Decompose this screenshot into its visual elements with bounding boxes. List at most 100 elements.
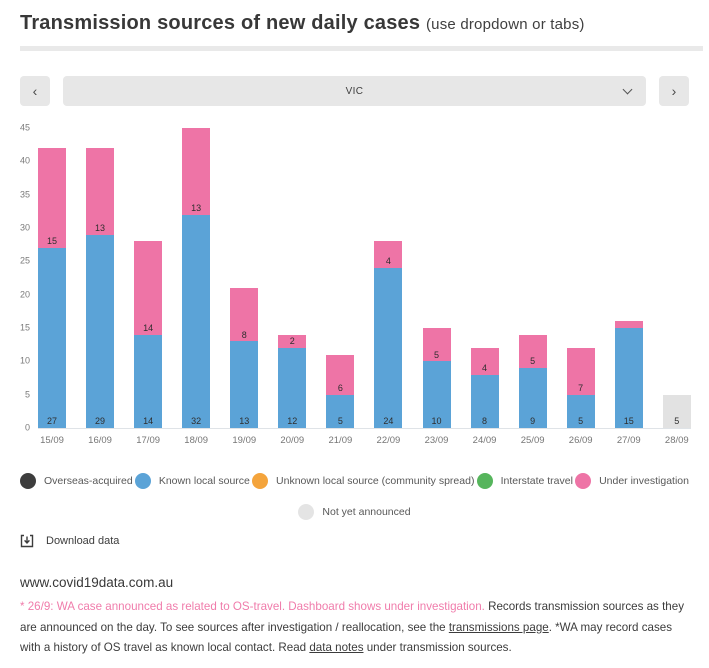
bar-segment-under-investigation[interactable]: 2	[278, 334, 307, 348]
bar-segment-under-investigation[interactable]: 4	[470, 348, 499, 375]
bar-18-09: 32 13	[182, 128, 211, 428]
bar-segment-under-investigation[interactable]	[614, 321, 643, 328]
bar-value-label: 5	[530, 356, 536, 367]
bar-segment-under-investigation[interactable]: 13	[86, 148, 115, 235]
bar-segment-known-local-source[interactable]: 10	[422, 361, 451, 428]
legend-color-dot-icon	[298, 504, 315, 520]
bar-value-label: 6	[337, 382, 343, 393]
x-axis-label: 28/09	[664, 435, 689, 446]
x-axis-label: 16/09	[88, 435, 112, 446]
page-title-text: Transmission sources of new daily cases	[20, 12, 421, 34]
bar-segment-under-investigation[interactable]: 4	[374, 241, 403, 268]
bar-segment-known-local-source[interactable]: 24	[374, 268, 403, 428]
x-axis-label: 26/09	[568, 435, 593, 446]
bar-segment-known-local-source[interactable]: 5	[566, 394, 595, 428]
bar-segment-known-local-source[interactable]: 32	[182, 214, 211, 428]
bar-value-label: 9	[530, 416, 536, 427]
bar-segment-known-local-source[interactable]: 15	[614, 328, 643, 428]
x-axis-labels: 15/09 16/09 17/09 18/09 19/09 20/09 21/09 22/09…	[35, 435, 694, 446]
y-axis-tick: 20	[19, 289, 30, 300]
bar-segment-not-yet-announced[interactable]: 5	[662, 394, 691, 428]
bar-value-label: 15	[46, 236, 57, 247]
bar-22-09: 24 4	[374, 241, 403, 428]
y-axis-tick: 0	[24, 422, 30, 433]
plot-area: 0 5 10 15 20 25 30 35 40 45 27 15 29 13 14 14 32 13 13 8 12 2…	[20, 123, 691, 432]
x-axis-label: 19/09	[232, 435, 257, 446]
y-axis-tick: 35	[19, 189, 30, 200]
legend-row-1: Overseas-acquired Known local source Unkno…	[20, 473, 689, 489]
bar-28-09: 5	[662, 394, 691, 428]
download-icon	[20, 534, 34, 548]
region-dropdown[interactable]: VIC	[63, 76, 646, 106]
header: Transmission sources of new daily cases …	[0, 0, 709, 35]
bar-value-label: 2	[289, 336, 295, 347]
bar-segment-known-local-source[interactable]: 8	[470, 374, 499, 428]
y-axis-tick: 5	[24, 389, 30, 400]
bar-value-label: 5	[337, 416, 343, 427]
bar-value-label: 7	[578, 382, 584, 393]
bar-19-09: 13 8	[230, 288, 259, 428]
bar-value-label: 29	[95, 416, 106, 427]
legend-row-2: Not yet announced	[0, 504, 709, 520]
bar-value-label: 24	[383, 416, 394, 427]
bar-segment-under-investigation[interactable]: 8	[230, 288, 259, 342]
y-axis-tick: 30	[19, 222, 30, 233]
data-notes-link[interactable]: data notes	[309, 641, 364, 655]
legend-item-overseas-acquired: Overseas-acquired	[20, 473, 133, 489]
bar-segment-known-local-source[interactable]: 12	[278, 348, 307, 428]
bar-segment-under-investigation[interactable]: 7	[566, 348, 595, 395]
x-axis-label: 18/09	[184, 435, 209, 446]
bar-segment-known-local-source[interactable]: 13	[230, 341, 259, 428]
x-axis-label: 22/09	[376, 435, 401, 446]
x-axis-label: 23/09	[424, 435, 449, 446]
download-data-button[interactable]: Download data	[20, 534, 119, 548]
x-axis-label: 25/09	[520, 435, 545, 446]
legend-color-dot-icon	[476, 473, 493, 489]
legend-item-under-investigation: Under investigation	[575, 473, 689, 489]
bar-value-label: 12	[287, 416, 298, 427]
bar-segment-known-local-source[interactable]: 5	[326, 394, 355, 428]
x-axis-label: 17/09	[136, 435, 161, 446]
bar-segment-known-local-source[interactable]: 14	[134, 334, 163, 428]
legend-label: Unknown local source (community spread)	[276, 475, 475, 487]
bar-segment-known-local-source[interactable]: 29	[86, 234, 115, 428]
bar-segment-under-investigation[interactable]: 5	[518, 334, 547, 368]
y-axis-tick: 40	[19, 155, 30, 166]
chevron-left-icon: ‹	[32, 83, 38, 99]
next-region-button[interactable]: ›	[659, 76, 689, 106]
footer: www.covid19data.com.au * 26/9: WA case a…	[20, 575, 689, 659]
legend-label: Known local source	[158, 475, 250, 487]
bar-value-label: 10	[431, 416, 442, 427]
bar-segment-under-investigation[interactable]: 15	[38, 148, 66, 248]
x-axis-label: 15/09	[40, 435, 64, 446]
page-subtitle: (use dropdown or tabs)	[425, 16, 585, 33]
bar-value-label: 8	[241, 329, 247, 340]
bar-segment-under-investigation[interactable]: 5	[422, 328, 451, 362]
bar-segment-under-investigation[interactable]: 6	[326, 354, 355, 395]
bar-segment-under-investigation[interactable]: 13	[182, 128, 211, 215]
legend-item-unknown-local-source-community-spread: Unknown local source (community spread)	[252, 473, 474, 489]
prev-region-button[interactable]: ‹	[20, 76, 50, 106]
bar-segment-under-investigation[interactable]: 14	[134, 241, 163, 335]
bar-value-label: 14	[143, 322, 154, 333]
bar-16-09: 29 13	[86, 148, 115, 428]
legend-color-dot-icon	[575, 473, 592, 489]
bar-segment-known-local-source[interactable]: 27	[38, 248, 66, 428]
y-axis-tick: 25	[19, 255, 30, 266]
bar-segment-known-local-source[interactable]: 9	[518, 368, 547, 428]
legend-color-dot-icon	[252, 473, 269, 489]
legend-label: Interstate travel	[500, 475, 573, 487]
bar-20-09: 12 2	[278, 334, 307, 428]
chevron-right-icon: ›	[671, 83, 677, 99]
x-axis-label: 20/09	[280, 435, 305, 446]
legend-label: Under investigation	[599, 475, 689, 487]
region-nav: ‹ VIC ›	[20, 76, 689, 106]
site-url: www.covid19data.com.au	[20, 575, 174, 590]
transmissions-page-link[interactable]: transmissions page	[448, 620, 549, 634]
x-axis-label: 21/09	[328, 435, 353, 446]
bar-value-label: 14	[143, 416, 154, 427]
